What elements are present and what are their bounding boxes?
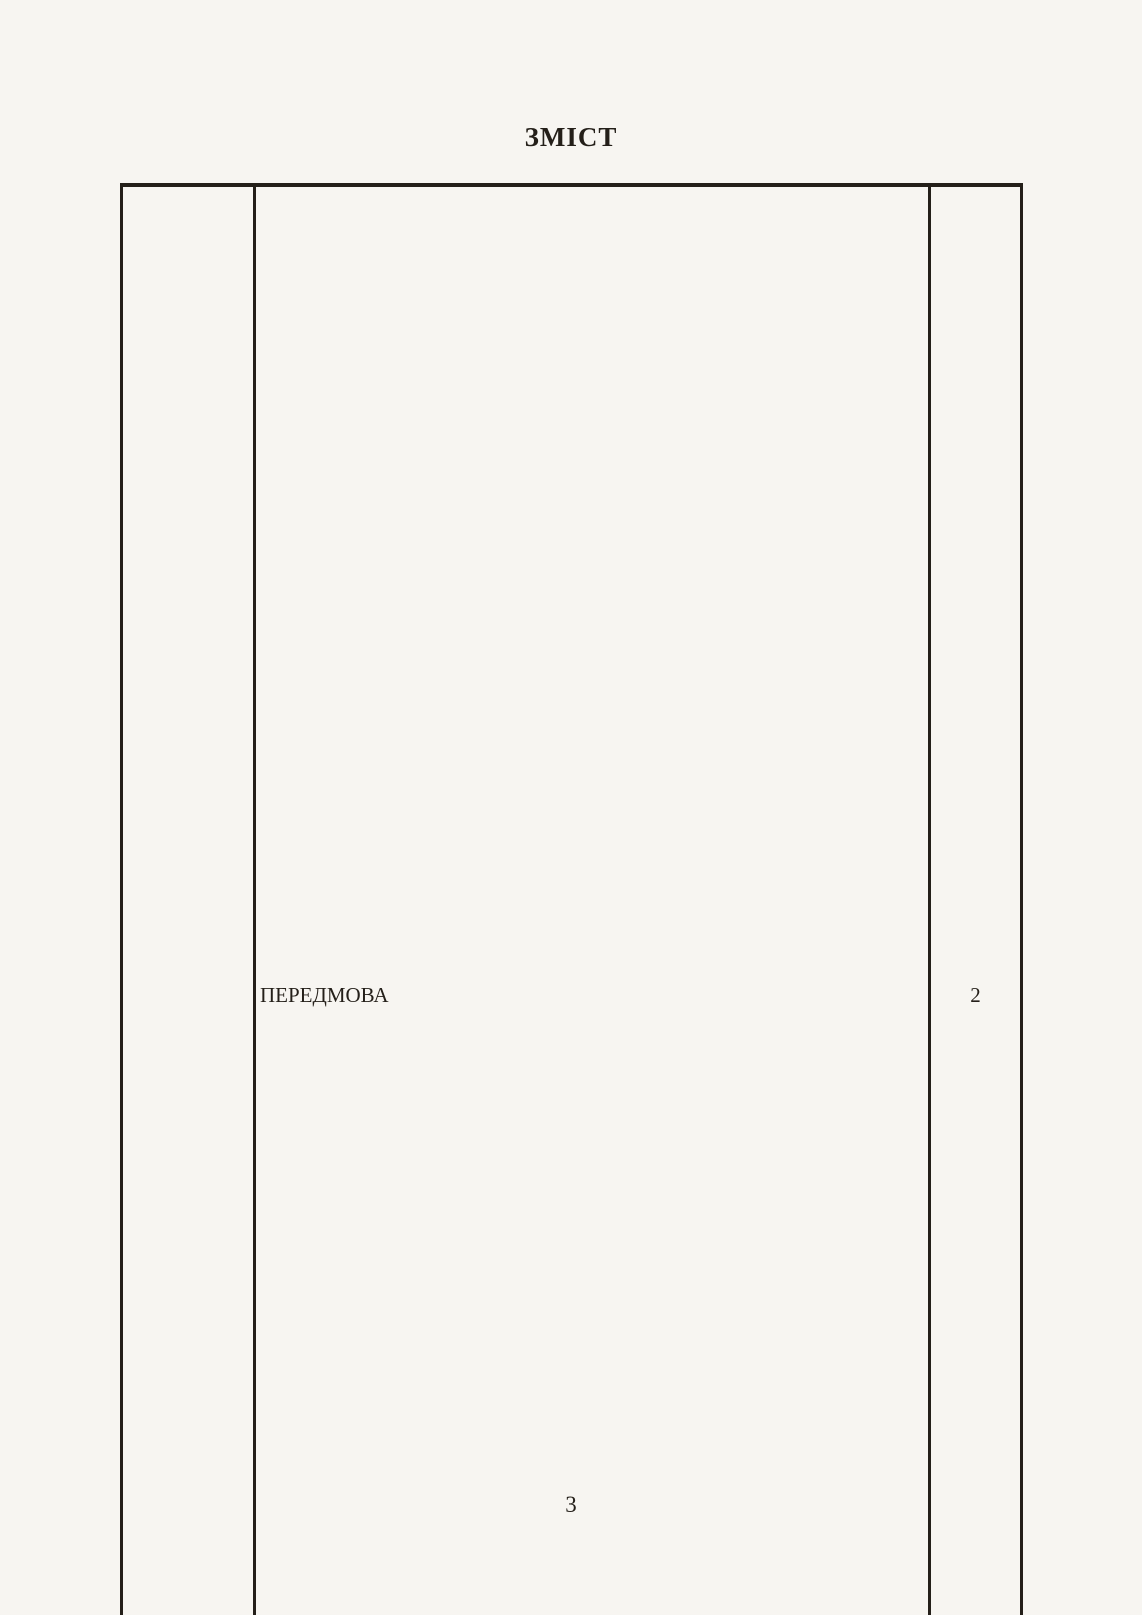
footer-page-number: 3: [565, 1492, 577, 1517]
toc-table-body: ПЕРЕДМОВА2ВСТУП6ПОСИЛАННЯ НА ВІЙСЬКОВІ П…: [120, 183, 1023, 1615]
table-row: ПЕРЕДМОВА 2: [120, 183, 1023, 1615]
toc-row-page: 2: [928, 183, 1023, 1615]
toc-row-number: [120, 183, 256, 1615]
toc-row-title: ПЕРЕДМОВА: [253, 183, 931, 1615]
page-title: ЗМІСТ: [524, 122, 618, 152]
toc-table: ПЕРЕДМОВА2ВСТУП6ПОСИЛАННЯ НА ВІЙСЬКОВІ П…: [120, 183, 1023, 1615]
